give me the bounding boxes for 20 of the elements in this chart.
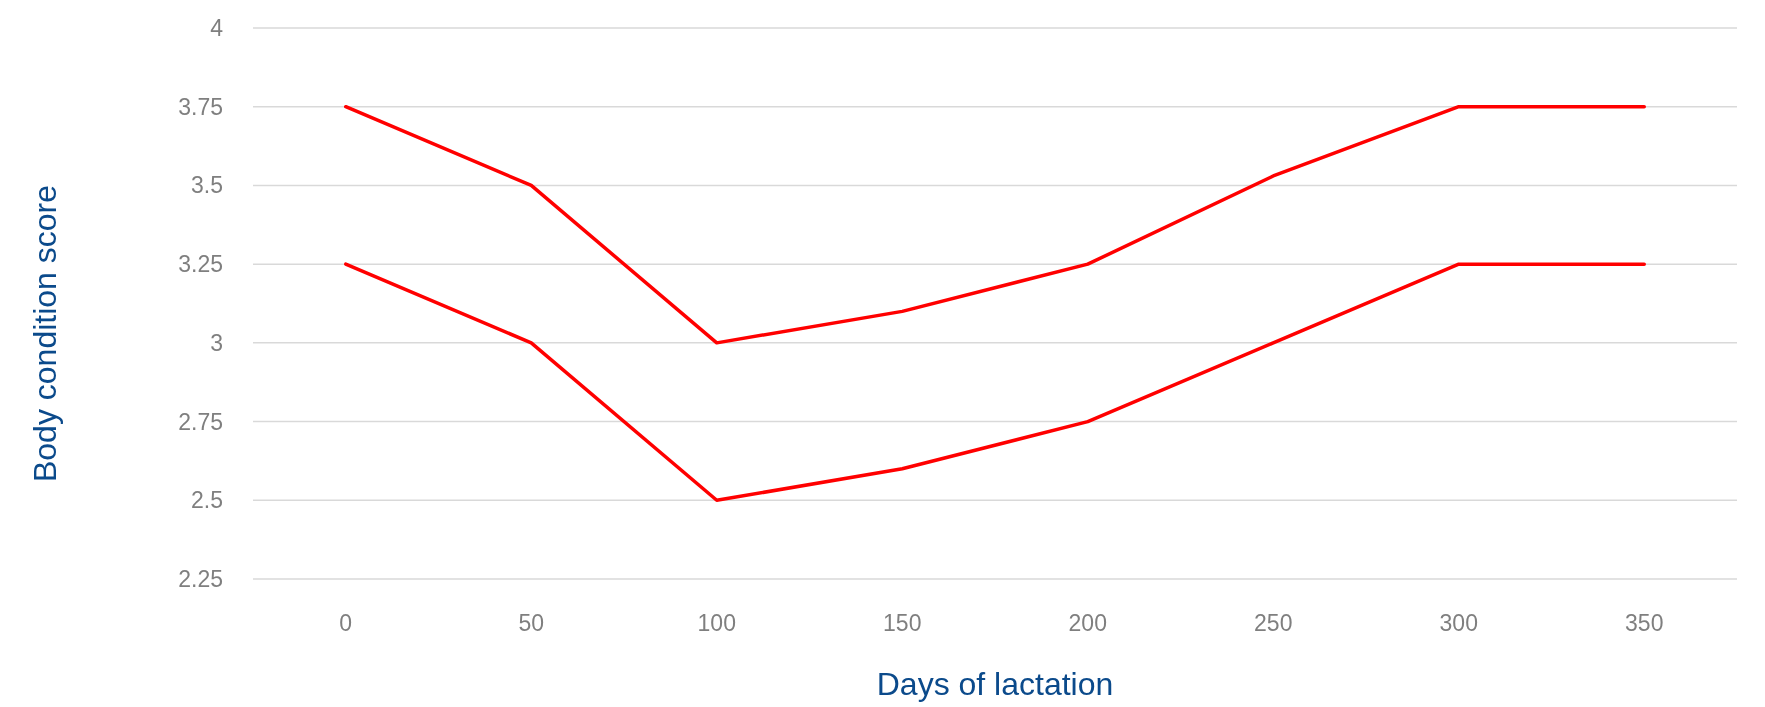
line-series [344, 104, 1646, 345]
x-tick-label: 150 [883, 610, 922, 636]
x-axis-title: Days of lactation [876, 666, 1114, 702]
x-tick-label: 300 [1439, 610, 1478, 636]
y-tick-label: 3.75 [178, 93, 223, 120]
y-tick-label: 3.5 [191, 172, 223, 199]
y-tick-label: 3.25 [178, 251, 223, 278]
line-series [344, 262, 1646, 503]
x-tick-label: 200 [1068, 610, 1107, 636]
y-tick-label: 4 [210, 15, 224, 42]
x-tick-label: 250 [1254, 610, 1293, 636]
x-tick-label: 50 [518, 610, 545, 636]
x-tick-label: 100 [697, 610, 736, 636]
y-tick-label: 3 [210, 329, 223, 356]
y-tick-label: 2.25 [178, 566, 223, 593]
y-tick-label: 2.5 [191, 487, 223, 514]
y-tick-label: 2.75 [178, 408, 223, 435]
x-tick-label: 0 [339, 610, 353, 636]
x-tick-label: 350 [1625, 610, 1664, 636]
y-axis-title: Body condition score [27, 184, 63, 483]
